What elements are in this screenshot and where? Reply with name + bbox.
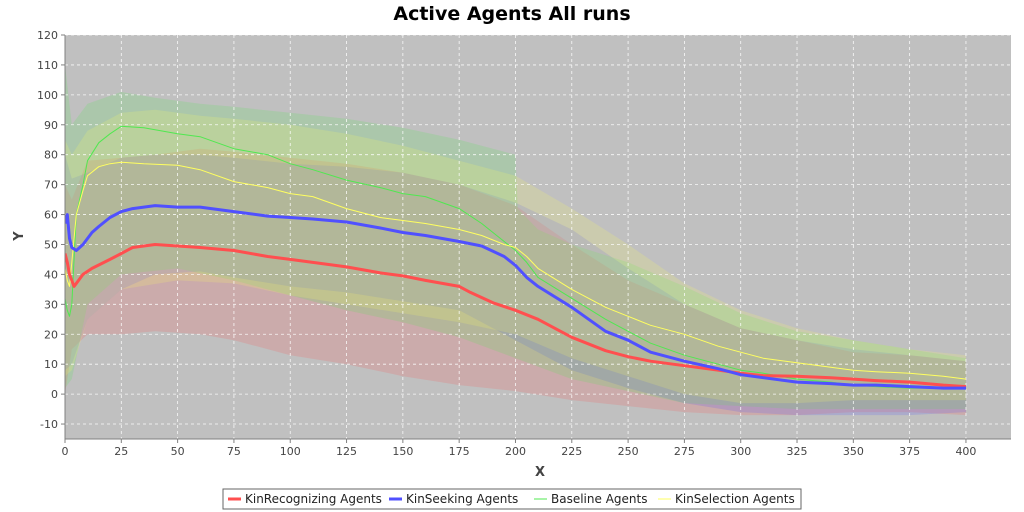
legend-box [222,488,802,510]
x-tick-label-9: 225 [561,445,582,458]
y-tick-label-8: 70 [44,179,58,192]
series-line-3 [65,161,967,380]
y-tick-label-7: 60 [44,209,58,222]
y-axis-label: Y [12,231,27,242]
y-tick-label-4: 30 [44,298,58,311]
x-tick-label-7: 175 [449,445,470,458]
legend: KinRecognizing Agents KinSeeking Agents Ba… [222,488,802,510]
chart-title: Active Agents All runs [393,3,630,25]
x-tick-label-8: 200 [505,445,526,458]
y-tick-label-13: 120 [37,29,58,42]
x-tick-label-16: 400 [955,445,976,458]
series-lines [65,125,967,390]
grid [64,34,1011,439]
legend-label-1: KinSeeking Agents [406,492,518,506]
legend-label-3: KinSelection Agents [675,492,795,506]
x-tick-label-2: 50 [171,445,185,458]
x-tick-label-10: 250 [618,445,639,458]
y-tick-label-9: 80 [44,149,58,162]
x-tick-label-14: 350 [843,445,864,458]
x-tick-label-12: 300 [730,445,751,458]
y-tick-label-3: 20 [44,328,58,341]
x-tick-label-1: 25 [114,445,128,458]
series-line-2 [65,125,966,389]
y-tick-label-11: 100 [37,89,58,102]
x-tick-label-3: 75 [227,445,241,458]
x-tick-label-11: 275 [674,445,695,458]
x-tick-label-6: 150 [392,445,413,458]
x-tick-label-5: 125 [336,445,357,458]
x-tick-label-0: 0 [62,445,69,458]
x-tick-label-13: 325 [787,445,808,458]
x-tick-label-4: 100 [280,445,301,458]
y-tick-label-5: 40 [44,268,58,281]
x-axis-label: X [535,465,545,480]
y-tick-label-0: -10 [40,418,58,431]
x-tick-label-15: 375 [899,445,920,458]
series-line-0 [65,243,967,389]
y-tick-label-1: 0 [51,388,58,401]
y-tick-label-2: 10 [44,358,58,371]
y-tick-label-6: 50 [44,238,58,251]
plot-area: 0 25 50 75 100 125 150 175 200 225 250 275 300 325 350… [37,29,1011,458]
series-line-1 [65,204,966,390]
legend-label-0: KinRecognizing Agents [245,492,382,506]
legend-label-2: Baseline Agents [551,492,647,506]
y-tick-label-10: 90 [44,119,58,132]
y-tick-label-12: 110 [37,59,58,72]
